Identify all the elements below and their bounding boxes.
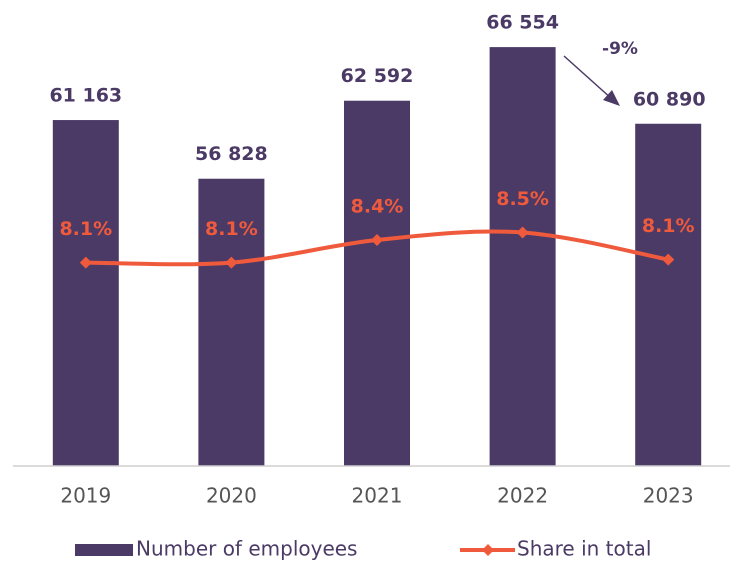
bar-value-label: 61 163 [49, 85, 122, 107]
line-value-label: 8.1% [642, 215, 695, 237]
bar [489, 47, 556, 466]
line-value-label: 8.1% [59, 218, 112, 240]
bar-value-label: 56 828 [195, 143, 268, 165]
x-tick-label: 2022 [497, 484, 548, 508]
annotation-arrowhead [603, 90, 620, 106]
bar [52, 120, 119, 466]
legend-label: Number of employees [136, 537, 357, 561]
x-tick-label: 2023 [643, 484, 694, 508]
legend-swatch [482, 544, 494, 556]
bar-value-label: 66 554 [486, 12, 559, 34]
bar [344, 100, 410, 466]
line-marker [79, 256, 92, 269]
line-value-label: 8.4% [351, 196, 404, 218]
line-value-label: 8.5% [496, 188, 549, 210]
line-marker [225, 256, 238, 269]
annotation-arrow [563, 55, 613, 100]
x-tick-label: 2021 [352, 484, 403, 508]
line-marker [371, 234, 383, 246]
bar [635, 123, 702, 466]
line-marker [662, 253, 675, 266]
bar [198, 178, 265, 466]
bar-value-label: 62 592 [341, 65, 414, 87]
legend-label: Share in total [517, 537, 651, 561]
x-tick-label: 2020 [206, 484, 257, 508]
line-marker [516, 226, 529, 239]
x-tick-label: 2019 [60, 484, 111, 508]
legend-swatch [75, 544, 133, 556]
bar-value-label: 60 890 [633, 88, 706, 110]
annotation: -9% [602, 39, 638, 59]
line-value-label: 8.1% [205, 218, 258, 240]
